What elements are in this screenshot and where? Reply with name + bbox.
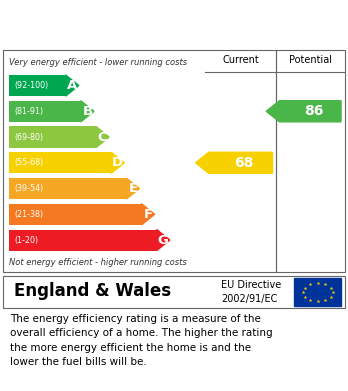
Bar (294, 278, 341, 306)
Text: 68: 68 (235, 156, 254, 170)
Text: B: B (82, 105, 93, 118)
Text: 86: 86 (304, 104, 323, 118)
Text: England & Wales: England & Wales (14, 282, 171, 300)
Text: D: D (112, 156, 123, 169)
Text: Energy Efficiency Rating: Energy Efficiency Rating (10, 17, 232, 32)
Text: The energy efficiency rating is a measure of the
overall efficiency of a home. T: The energy efficiency rating is a measur… (10, 314, 273, 367)
Text: Not energy efficient - higher running costs: Not energy efficient - higher running co… (9, 258, 187, 267)
Polygon shape (65, 75, 79, 96)
Polygon shape (141, 204, 155, 225)
Text: (69-80): (69-80) (14, 133, 43, 142)
Text: E: E (128, 182, 137, 195)
Bar (9, 75, 65, 96)
Text: (55-68): (55-68) (14, 158, 43, 167)
Bar (9, 152, 111, 173)
Text: Potential: Potential (289, 55, 332, 65)
Text: (1-20): (1-20) (14, 235, 38, 244)
Bar (9, 178, 126, 199)
Text: Very energy efficient - lower running costs: Very energy efficient - lower running co… (9, 58, 187, 67)
Bar (9, 204, 141, 225)
Text: (81-91): (81-91) (14, 107, 43, 116)
Polygon shape (196, 152, 272, 173)
Text: Current: Current (222, 55, 259, 65)
Polygon shape (81, 101, 94, 122)
Polygon shape (157, 230, 170, 251)
Text: (39-54): (39-54) (14, 184, 43, 193)
Polygon shape (266, 101, 341, 122)
Text: G: G (158, 233, 169, 247)
Bar (9, 230, 157, 251)
Polygon shape (126, 178, 140, 199)
Polygon shape (111, 152, 124, 173)
Text: F: F (143, 208, 153, 221)
Bar (9, 101, 81, 122)
Text: 2002/91/EC: 2002/91/EC (221, 294, 277, 304)
Text: A: A (67, 79, 77, 92)
Text: C: C (98, 131, 108, 143)
Text: (21-38): (21-38) (14, 210, 43, 219)
Bar (9, 126, 96, 147)
Text: EU Directive: EU Directive (221, 280, 281, 290)
Polygon shape (96, 126, 109, 147)
Text: (92-100): (92-100) (14, 81, 48, 90)
